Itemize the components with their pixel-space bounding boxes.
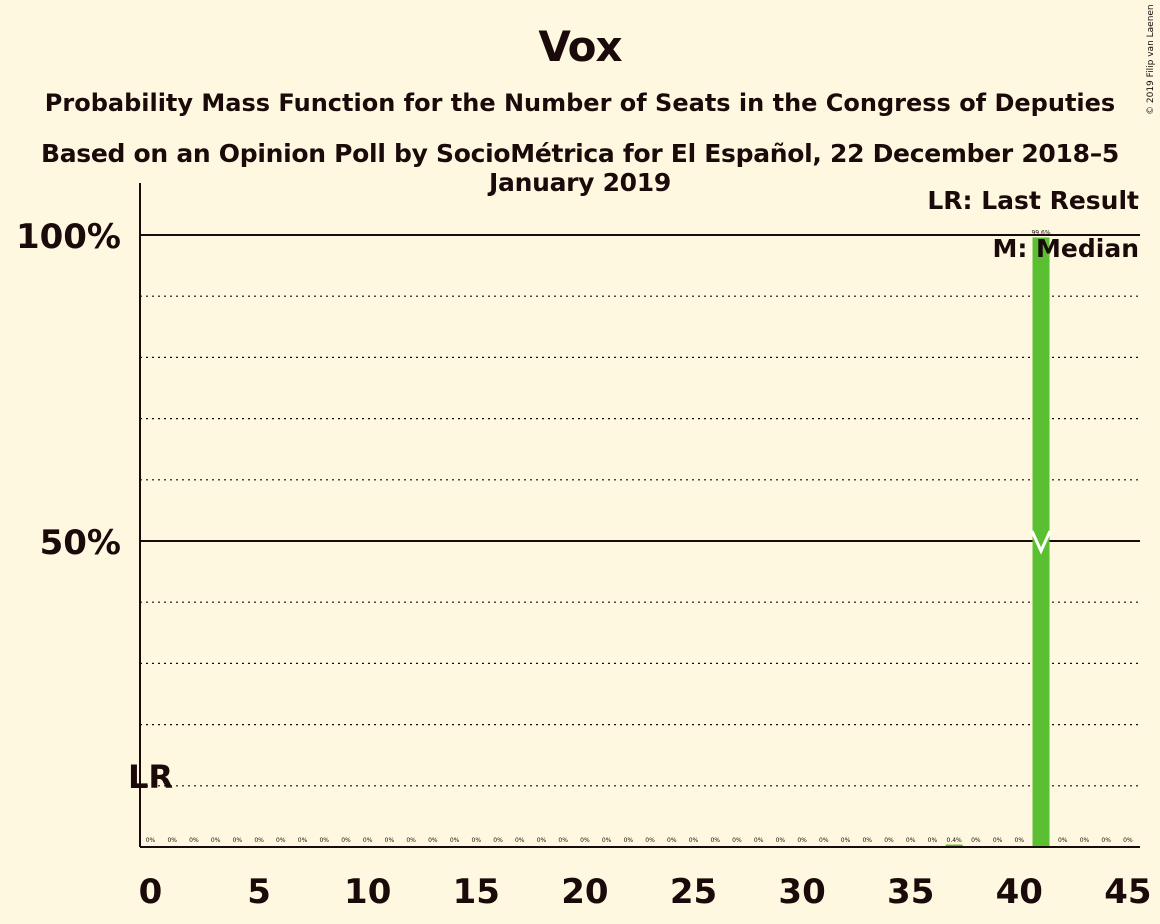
value-label-seat-27: 0% — [732, 837, 742, 844]
value-label-seat-41: 99.6% — [1031, 229, 1050, 236]
value-label-seat-43: 0% — [1080, 837, 1090, 844]
x-tick-label: 15 — [453, 872, 500, 912]
last-result-label: LR — [128, 758, 173, 796]
value-label-seat-3: 0% — [211, 837, 221, 844]
value-label-seat-4: 0% — [233, 837, 243, 844]
x-tick-label: 0 — [139, 872, 163, 912]
value-label-seat-7: 0% — [298, 837, 308, 844]
chart-title: Vox — [538, 22, 622, 71]
x-tick-label: 40 — [996, 872, 1043, 912]
value-label-seat-14: 0% — [450, 837, 460, 844]
value-label-seat-24: 0% — [667, 837, 677, 844]
value-label-seat-22: 0% — [624, 837, 634, 844]
value-label-seat-35: 0% — [906, 837, 916, 844]
value-label-seat-9: 0% — [341, 837, 351, 844]
value-label-seat-0: 0% — [146, 837, 156, 844]
median-marker — [1030, 530, 1052, 555]
value-label-seat-15: 0% — [472, 837, 482, 844]
x-tick-label: 30 — [778, 872, 825, 912]
value-label-seat-6: 0% — [276, 837, 286, 844]
value-label-seat-8: 0% — [319, 837, 329, 844]
value-label-seat-31: 0% — [819, 837, 829, 844]
chart-source: Based on an Opinion Poll by SocioMétrica… — [40, 139, 1119, 197]
value-label-seat-18: 0% — [537, 837, 547, 844]
value-label-seat-2: 0% — [189, 837, 199, 844]
value-label-seat-45: 0% — [1123, 837, 1133, 844]
value-label-seat-23: 0% — [645, 837, 655, 844]
x-tick-label: 20 — [561, 872, 608, 912]
value-label-seat-30: 0% — [797, 837, 807, 844]
value-label-seat-26: 0% — [710, 837, 720, 844]
x-tick-label: 25 — [670, 872, 717, 912]
value-label-seat-34: 0% — [884, 837, 894, 844]
bar-seat-41 — [1032, 237, 1050, 847]
value-label-seat-40: 0% — [1015, 837, 1025, 844]
bar-seat-37 — [945, 844, 963, 847]
value-label-seat-5: 0% — [254, 837, 264, 844]
value-label-seat-19: 0% — [558, 837, 568, 844]
value-label-seat-25: 0% — [689, 837, 699, 844]
value-label-seat-29: 0% — [776, 837, 786, 844]
y-tick-label: 50% — [40, 523, 121, 563]
value-label-seat-33: 0% — [862, 837, 872, 844]
y-tick-label: 100% — [16, 217, 121, 257]
x-tick-label: 10 — [344, 872, 391, 912]
value-label-seat-11: 0% — [385, 837, 395, 844]
value-label-seat-36: 0% — [928, 837, 938, 844]
value-label-seat-44: 0% — [1101, 837, 1111, 844]
value-label-seat-37: 0.4% — [947, 837, 963, 844]
value-label-seat-17: 0% — [515, 837, 525, 844]
x-tick-label: 45 — [1104, 872, 1151, 912]
value-label-seat-10: 0% — [363, 837, 373, 844]
legend-last-result: LR: Last Result — [927, 186, 1139, 215]
value-label-seat-13: 0% — [428, 837, 438, 844]
x-tick-label: 35 — [887, 872, 934, 912]
value-label-seat-38: 0% — [971, 837, 981, 844]
value-label-seat-21: 0% — [602, 837, 612, 844]
chart-subtitle: Probability Mass Function for the Number… — [44, 89, 1116, 117]
value-label-seat-42: 0% — [1058, 837, 1068, 844]
legend-median: M: Median — [992, 234, 1139, 263]
value-label-seat-20: 0% — [580, 837, 590, 844]
value-label-seat-28: 0% — [754, 837, 764, 844]
value-label-seat-16: 0% — [493, 837, 503, 844]
value-label-seat-32: 0% — [841, 837, 851, 844]
x-tick-label: 5 — [247, 872, 271, 912]
value-label-seat-1: 0% — [167, 837, 177, 844]
value-label-seat-39: 0% — [993, 837, 1003, 844]
value-label-seat-12: 0% — [406, 837, 416, 844]
